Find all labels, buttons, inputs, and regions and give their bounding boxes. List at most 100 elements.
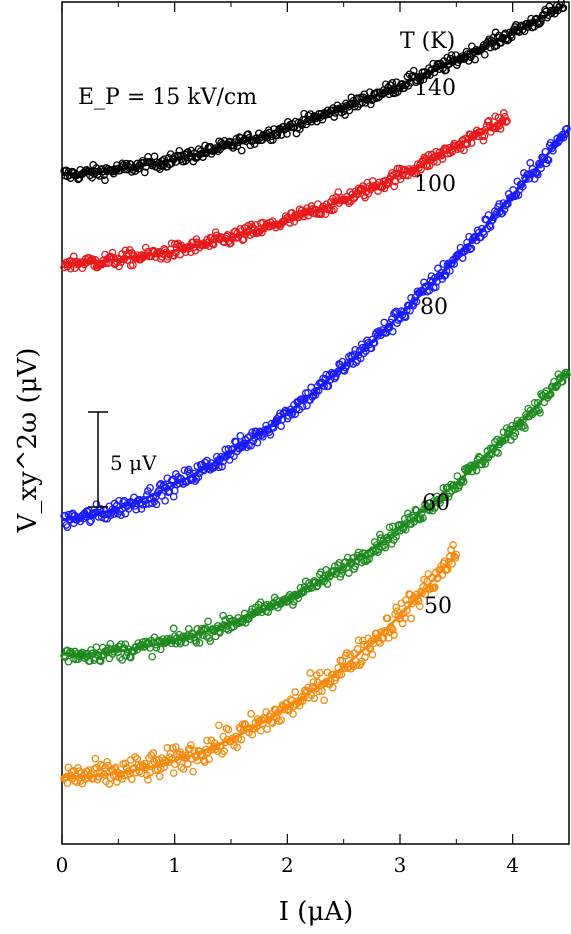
plot-frame [61,1,570,845]
fit-line [62,117,508,265]
data-point [172,743,180,751]
data-point [330,113,339,121]
series-100 [60,109,511,273]
data-point [155,772,164,781]
data-point [392,307,400,316]
x-tick-label: 4 [506,853,519,877]
data-point [115,262,123,271]
data-point [179,765,188,773]
data-point [458,254,467,262]
data-point [98,761,107,770]
data-point [156,645,165,654]
series-60 [60,368,571,666]
data-point [404,509,412,518]
data-point [321,210,330,219]
data-point [417,165,425,174]
data-point [338,357,347,366]
x-axis-label: I (μA) [279,897,354,927]
data-point [467,244,476,253]
data-point [256,598,265,607]
data-point [91,256,100,264]
data-point [214,463,223,472]
data-point [306,669,315,677]
data-point [215,721,223,730]
data-point [161,496,169,505]
data-point [206,637,215,645]
data-point [283,130,291,138]
data-point [393,88,402,96]
data-point [237,735,246,744]
data-point [169,624,178,633]
data-point [322,566,331,574]
data-point [63,523,72,531]
data-point [194,473,203,481]
data-point [421,590,430,599]
data-point [220,747,229,756]
data-point [337,569,346,578]
data-point [389,626,397,634]
data-point [339,662,348,671]
data-point [105,654,114,663]
fit-line [62,552,458,778]
data-point [443,565,452,574]
data-point [146,483,154,492]
data-point [247,710,255,718]
data-point [189,767,197,776]
data-point [341,111,349,119]
data-point [480,230,488,239]
data-point [460,146,468,155]
data-point [493,208,501,217]
data-point [186,744,194,753]
data-point [444,492,453,501]
series-50 [60,541,461,788]
x-tick-label: 0 [56,853,69,877]
data-point [169,492,178,501]
data-point [450,552,459,561]
data-point [256,726,265,735]
series-label-50: 50 [424,594,452,619]
data-point [129,261,137,269]
data-point [537,164,545,173]
data-point [392,532,400,541]
data-point [199,756,208,765]
data-point [383,614,392,623]
data-point [401,596,410,604]
data-point [390,182,399,191]
data-point [320,696,329,705]
data-point [330,205,338,214]
data-point [291,688,300,696]
data-point [514,191,523,199]
data-point [63,779,72,788]
data-point [361,653,369,661]
field-annotation: E_P = 15 kV/cm [78,85,257,110]
scale-bar-label: 5 μV [110,451,157,475]
data-point [392,603,401,612]
data-point [411,505,420,514]
data-point [263,725,272,733]
data-point [415,602,424,611]
data-point [466,245,475,254]
data-point [73,778,81,787]
data-point [219,611,227,620]
data-point [354,636,363,645]
data-point [289,710,297,718]
data-point [118,656,127,664]
data-point [455,481,464,490]
legend-header: T (K) [400,29,455,54]
data-point [289,601,297,609]
data-point [293,697,302,706]
data-point [351,346,360,354]
data-point [225,456,234,464]
data-point [203,736,211,745]
data-point [533,170,542,179]
data-point [511,429,520,437]
tick-layer: 0 1 2 3 4 [56,2,519,877]
data-point [484,117,493,125]
data-point [438,155,447,163]
data-point [103,757,111,766]
data-point [152,500,161,509]
data-point [388,327,397,336]
data-point [390,631,398,639]
data-point [205,755,214,764]
